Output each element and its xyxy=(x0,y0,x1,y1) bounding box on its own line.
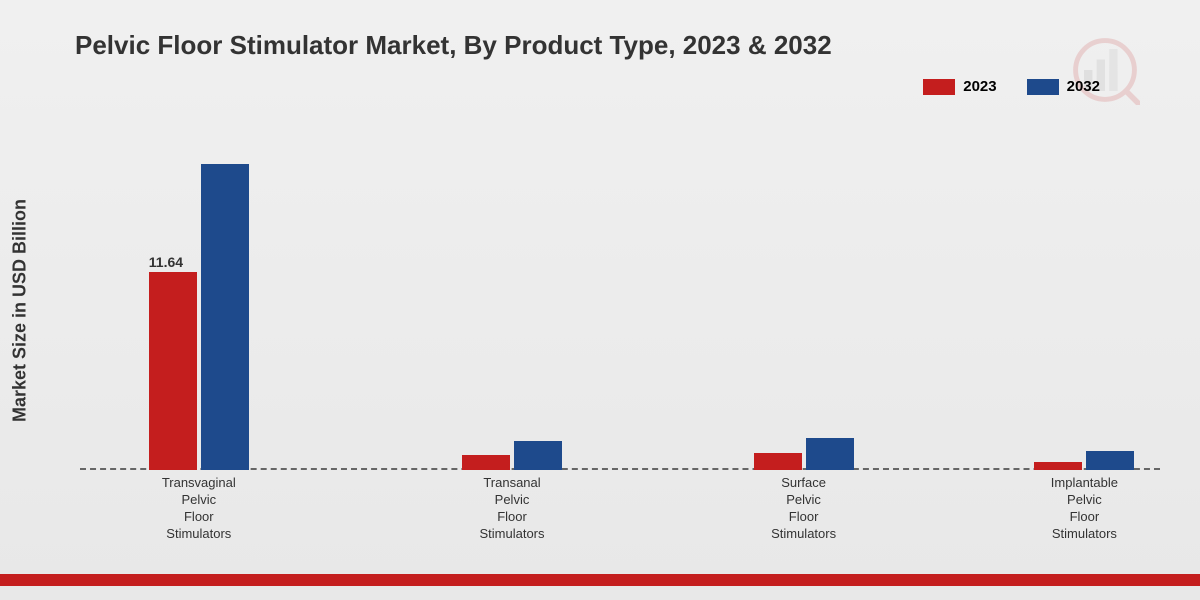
bar-value-label: 11.64 xyxy=(149,254,183,270)
bar xyxy=(201,164,249,470)
bar xyxy=(1086,451,1134,470)
legend: 2023 2032 xyxy=(923,78,1100,95)
x-axis-category-label: TransanalPelvicFloorStimulators xyxy=(452,475,572,543)
bar xyxy=(806,438,854,470)
legend-swatch-2023 xyxy=(923,79,955,95)
x-axis-category-label: TransvaginalPelvicFloorStimulators xyxy=(139,475,259,543)
chart-title: Pelvic Floor Stimulator Market, By Produ… xyxy=(75,30,832,61)
bar xyxy=(514,441,562,470)
legend-label-2032: 2032 xyxy=(1067,78,1100,95)
x-axis-category-label: SurfacePelvicFloorStimulators xyxy=(744,475,864,543)
legend-swatch-2032 xyxy=(1027,79,1059,95)
bar xyxy=(462,455,510,470)
chart-plot-area: 11.64 xyxy=(80,130,1160,470)
legend-item-2023: 2023 xyxy=(923,78,996,95)
bar xyxy=(1034,462,1082,471)
legend-item-2032: 2032 xyxy=(1027,78,1100,95)
bar xyxy=(754,453,802,470)
bar-group: 11.64 xyxy=(149,164,249,470)
bar-group xyxy=(1034,451,1134,470)
footer-accent-bar xyxy=(0,574,1200,586)
bar: 11.64 xyxy=(149,272,197,470)
y-axis-label: Market Size in USD Billion xyxy=(10,199,31,422)
bar-group xyxy=(462,441,562,470)
legend-label-2023: 2023 xyxy=(963,78,996,95)
bar-group xyxy=(754,438,854,470)
x-axis-category-label: ImplantablePelvicFloorStimulators xyxy=(1024,475,1144,543)
